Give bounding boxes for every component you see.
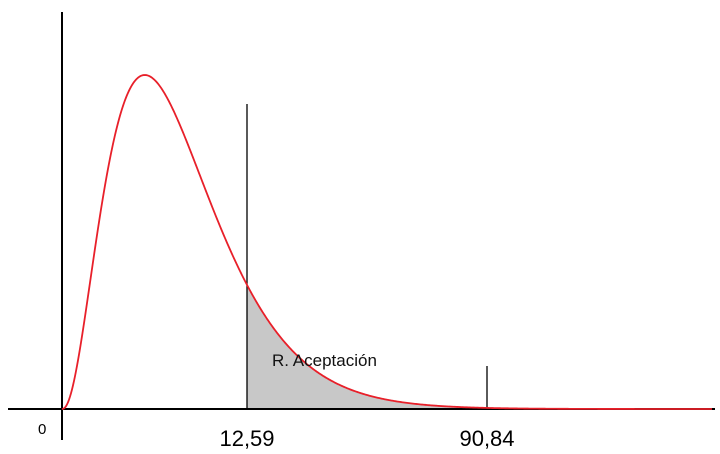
tick-label-origin: 0: [38, 421, 46, 438]
shaded-acceptance-region: [247, 284, 712, 409]
tick-label-critical: 12,59: [219, 426, 274, 451]
density-curve: [61, 74, 712, 410]
region-label: R. Aceptación: [272, 351, 377, 370]
tick-label-observed: 90,84: [459, 426, 514, 451]
